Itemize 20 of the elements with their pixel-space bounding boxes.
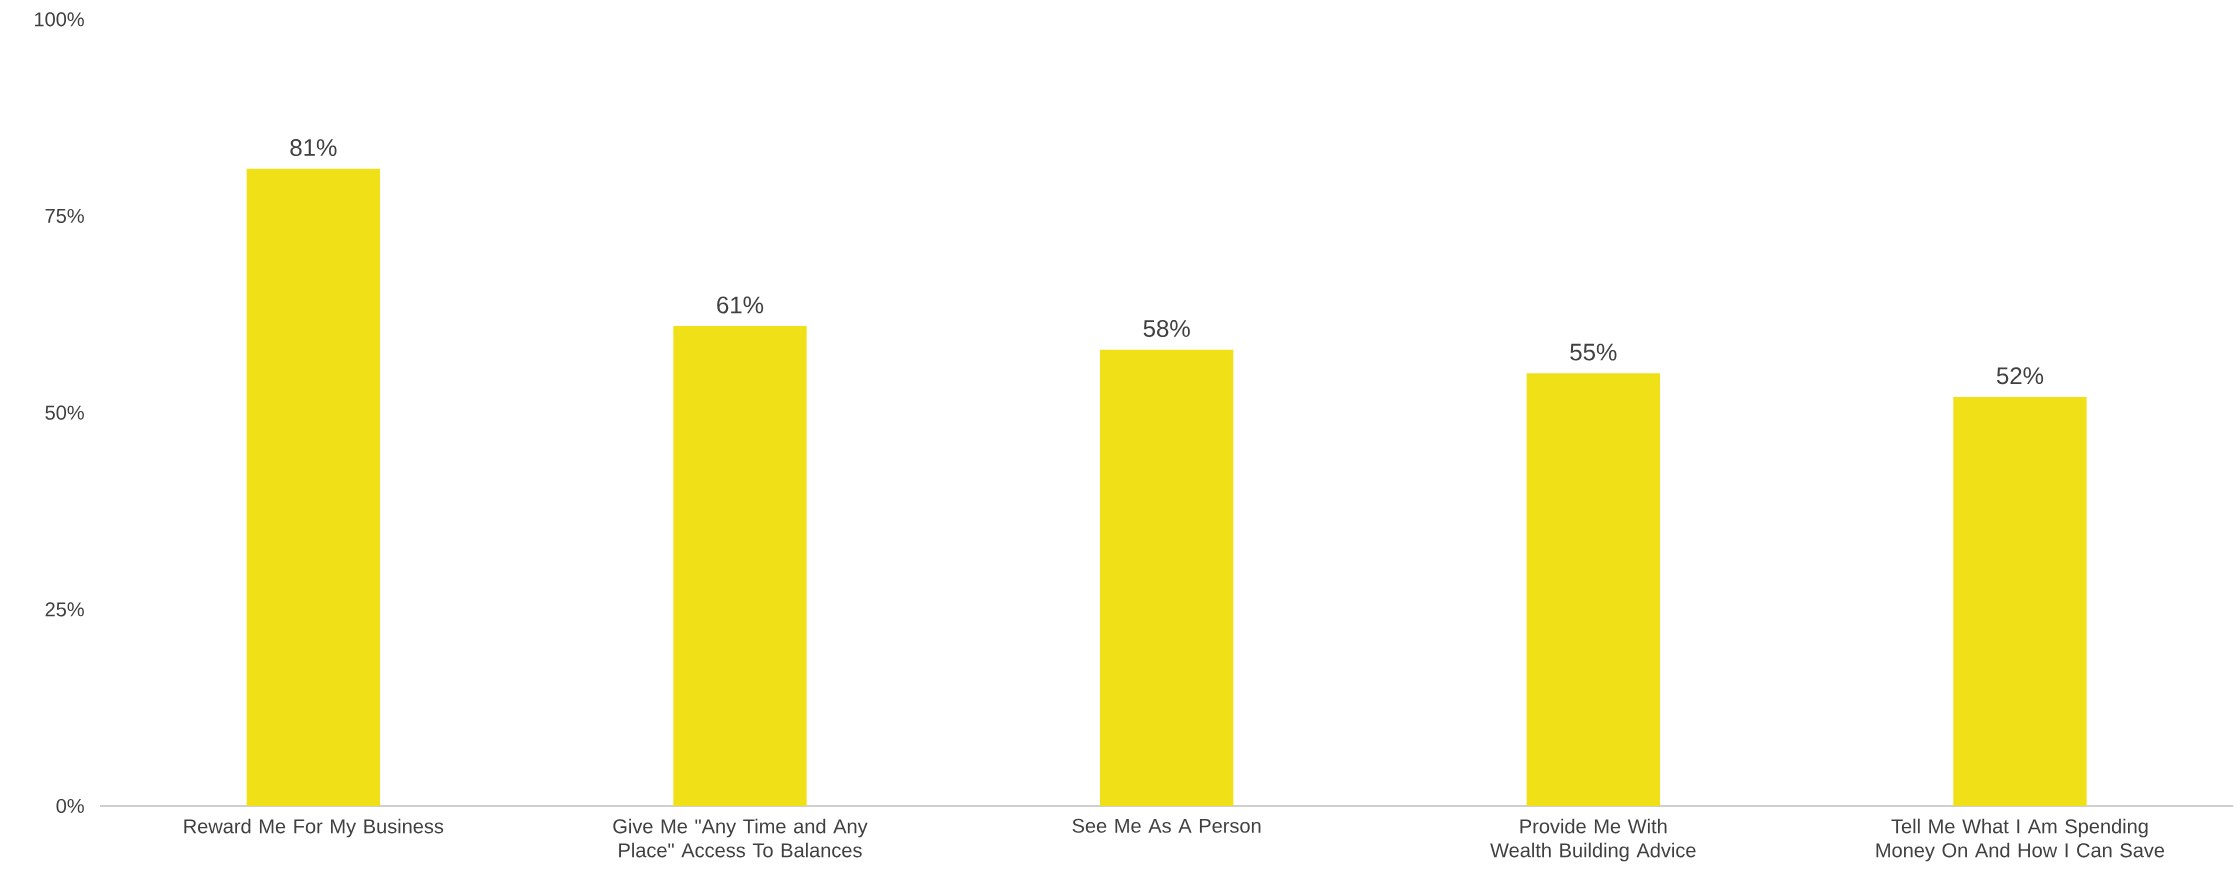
- bar: [246, 168, 381, 806]
- data-label: 81%: [290, 139, 337, 157]
- bar: [673, 326, 807, 806]
- x-tick-label: Give Me "Any Time and Any Place" Access To Balances: [613, 818, 868, 858]
- data-label: 61%: [717, 296, 764, 314]
- y-tick-label: 75%: [45, 208, 84, 224]
- bar: [1099, 349, 1234, 806]
- x-tick-label: Provide Me With Wealth Building Advice: [1490, 818, 1696, 862]
- data-label: 55%: [1570, 343, 1617, 361]
- bar: [1526, 373, 1660, 806]
- y-tick-label: 50%: [45, 405, 84, 420]
- x-tick-label: See Me As A Person: [1072, 818, 1261, 833]
- x-tick-label: Tell Me What I Am Spending Money On And How I Can Save: [1876, 818, 2165, 862]
- y-tick-label: 100%: [35, 12, 84, 27]
- y-tick-label: 0%: [56, 798, 84, 814]
- y-tick-label: 25%: [45, 602, 84, 617]
- data-label: 58%: [1143, 320, 1190, 338]
- data-label: 52%: [1996, 367, 2044, 385]
- bar: [1953, 396, 2087, 806]
- x-tick-label: Reward Me For My Business: [184, 818, 444, 838]
